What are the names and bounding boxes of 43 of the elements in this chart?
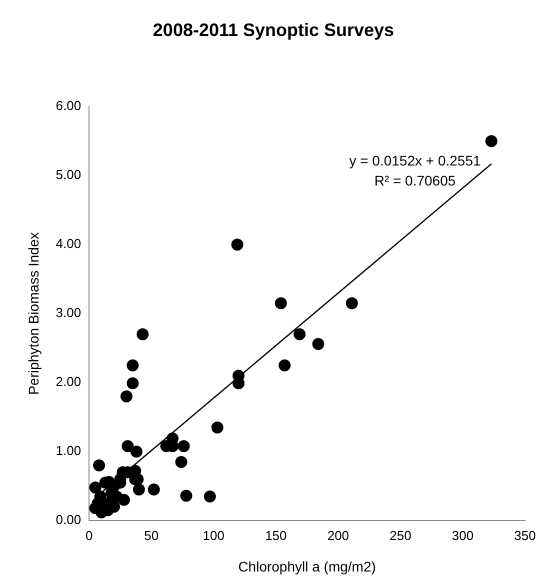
- point: [89, 481, 102, 494]
- x-tick-label: 0: [85, 528, 93, 543]
- point: [294, 328, 306, 340]
- y-tick-label: 6.00: [56, 98, 82, 114]
- annotation: R² = 0.70605: [374, 172, 456, 188]
- x-tick-label: 300: [452, 528, 474, 543]
- point: [148, 484, 160, 496]
- y-tick-label: 0.00: [56, 512, 82, 528]
- x-tick-label: 350: [514, 528, 536, 543]
- point: [93, 459, 106, 472]
- point: [126, 359, 139, 372]
- y-tick-label: 3.00: [56, 305, 82, 320]
- point: [126, 377, 139, 390]
- x-tick-label: 200: [327, 528, 350, 543]
- y-axis-title: Periphyton Biomass Index: [25, 232, 42, 395]
- x-tick-label: 150: [265, 528, 287, 543]
- point: [175, 456, 188, 468]
- x-axis-title: Chlorophyll a (mg/m2): [238, 558, 376, 574]
- point: [312, 338, 324, 350]
- x-tick-label: 50: [144, 528, 159, 543]
- x-tick-label: 250: [390, 528, 412, 543]
- x-tick-label: 100: [202, 528, 224, 543]
- point: [211, 421, 224, 434]
- point: [130, 446, 142, 458]
- chart-title: 2008-2011 Synoptic Surveys: [152, 20, 394, 40]
- y-tick-label: 5.00: [56, 167, 82, 182]
- point: [278, 359, 291, 372]
- point: [122, 440, 134, 452]
- point: [231, 238, 244, 251]
- point: [180, 490, 192, 502]
- y-tick-label: 2.00: [56, 374, 82, 390]
- point: [136, 328, 149, 340]
- point: [118, 494, 130, 506]
- point: [204, 490, 216, 502]
- y-tick-label: 1.00: [56, 443, 82, 458]
- point: [132, 484, 145, 496]
- y-tick-label: 4.00: [56, 236, 82, 252]
- point: [274, 297, 287, 310]
- point: [178, 440, 190, 452]
- point: [485, 135, 498, 148]
- annotation: y = 0.0152x + 0.2551: [349, 152, 481, 168]
- point: [120, 390, 132, 402]
- point: [346, 297, 358, 310]
